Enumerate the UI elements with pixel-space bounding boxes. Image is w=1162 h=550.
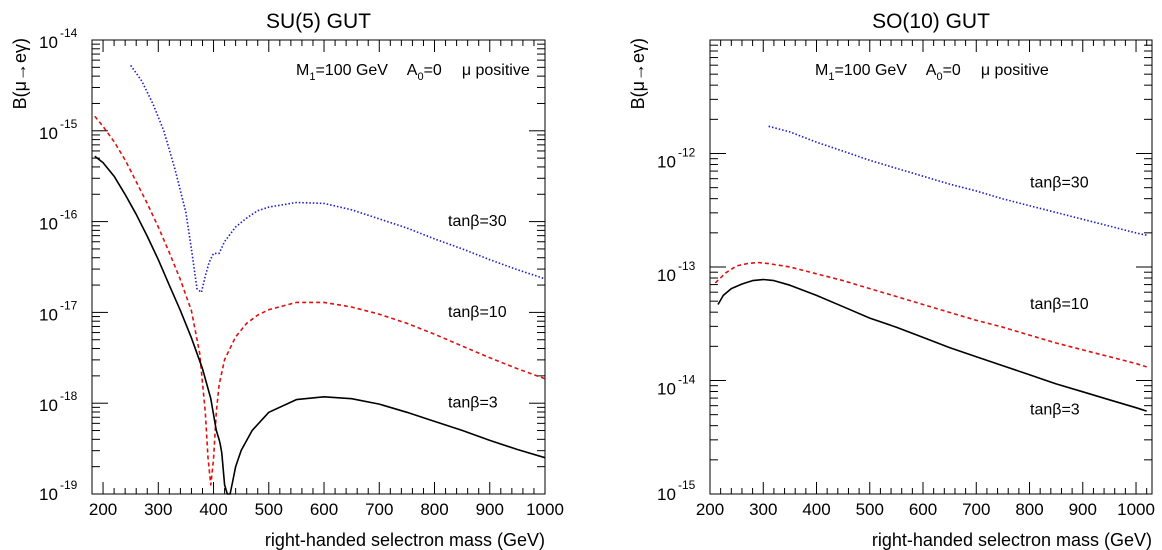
x-tick-label: 900 xyxy=(1069,500,1097,519)
y-tick-base: 10 xyxy=(39,215,58,234)
annotation-m1-rest: =100 GeV xyxy=(315,62,388,79)
y-tick-exponent: -13 xyxy=(678,259,696,273)
series-label: tanβ=30 xyxy=(1030,175,1089,192)
x-tick-label: 300 xyxy=(749,500,777,519)
x-tick-label: 1000 xyxy=(526,500,564,519)
annotation-m1-sub: 1 xyxy=(828,71,834,83)
x-tick-label: 600 xyxy=(310,500,338,519)
series-label: tanβ=30 xyxy=(448,213,507,230)
x-tick-label: 800 xyxy=(1015,500,1043,519)
y-tick-exponent: -15 xyxy=(678,478,696,492)
y-tick-base: 10 xyxy=(39,485,58,504)
x-tick-label: 500 xyxy=(856,500,884,519)
x-axis-label: right-handed selectron mass (GeV) xyxy=(265,530,545,550)
x-tick-label: 300 xyxy=(144,500,172,519)
y-tick-exponent: -15 xyxy=(60,117,78,131)
series-line-tan30 xyxy=(130,64,546,294)
annotation-a0: A xyxy=(407,62,418,79)
x-tick-label: 600 xyxy=(909,500,937,519)
x-tick-label: 1000 xyxy=(1117,500,1155,519)
annotation-mu: μ positive xyxy=(981,62,1049,79)
y-axis-label: B(μ→eγ) xyxy=(628,38,648,109)
series-line-tan30 xyxy=(768,125,1147,236)
series-label: tanβ=3 xyxy=(448,395,498,412)
x-tick-label: 400 xyxy=(199,500,227,519)
parameter-annotation: M1=100 GeV A0=0 μ positive xyxy=(296,62,530,83)
series-label: tanβ=3 xyxy=(1030,402,1080,419)
y-tick-base: 10 xyxy=(657,380,676,399)
y-tick-exponent: -17 xyxy=(60,298,78,312)
annotation-a0-rest: =0 xyxy=(943,62,961,79)
series-line-tan3 xyxy=(717,278,1147,412)
annotation-a0-rest: =0 xyxy=(424,62,442,79)
y-tick-base: 10 xyxy=(39,396,58,415)
x-tick-label: 900 xyxy=(476,500,504,519)
parameter-annotation: M1=100 GeV A0=0 μ positive xyxy=(815,62,1049,83)
y-axis-label: B(μ→eγ) xyxy=(10,38,30,109)
y-tick-base: 10 xyxy=(39,33,58,52)
y-tick-base: 10 xyxy=(39,305,58,324)
annotation-m1-rest: =100 GeV xyxy=(834,62,907,79)
annotation-mu: μ positive xyxy=(462,62,530,79)
x-axis-label: right-handed selectron mass (GeV) xyxy=(872,530,1152,550)
series-line-tan10 xyxy=(94,115,546,486)
x-tick-label: 700 xyxy=(962,500,990,519)
chart-title: SO(10) GUT xyxy=(872,10,990,33)
y-tick-exponent: -19 xyxy=(60,478,78,492)
x-tick-label: 200 xyxy=(89,500,117,519)
annotation-m1: M xyxy=(296,62,309,79)
annotation-a0-sub: 0 xyxy=(936,71,942,83)
x-tick-label: 200 xyxy=(696,500,724,519)
y-tick-base: 10 xyxy=(39,124,58,143)
y-tick-base: 10 xyxy=(657,485,676,504)
annotation-a0-sub: 0 xyxy=(417,71,423,83)
x-tick-label: 700 xyxy=(365,500,393,519)
annotation-m1-sub: 1 xyxy=(309,71,315,83)
y-tick-exponent: -12 xyxy=(678,146,696,160)
series-line-tan10 xyxy=(714,261,1147,368)
y-tick-base: 10 xyxy=(657,153,676,172)
series-label: tanβ=10 xyxy=(1030,296,1089,313)
series-label: tanβ=10 xyxy=(448,304,507,321)
series-line-tan3 xyxy=(94,155,546,495)
x-tick-label: 800 xyxy=(420,500,448,519)
y-tick-exponent: -14 xyxy=(678,373,696,387)
x-tick-label: 400 xyxy=(802,500,830,519)
y-tick-base: 10 xyxy=(657,266,676,285)
x-tick-label: 500 xyxy=(255,500,283,519)
y-tick-exponent: -14 xyxy=(60,26,78,40)
y-tick-exponent: -16 xyxy=(60,208,78,222)
y-tick-exponent: -18 xyxy=(60,389,78,403)
annotation-m1: M xyxy=(815,62,828,79)
annotation-a0: A xyxy=(926,62,937,79)
plot-frame xyxy=(709,39,1153,495)
chart-title: SU(5) GUT xyxy=(266,10,371,33)
plot-frame xyxy=(91,39,546,495)
